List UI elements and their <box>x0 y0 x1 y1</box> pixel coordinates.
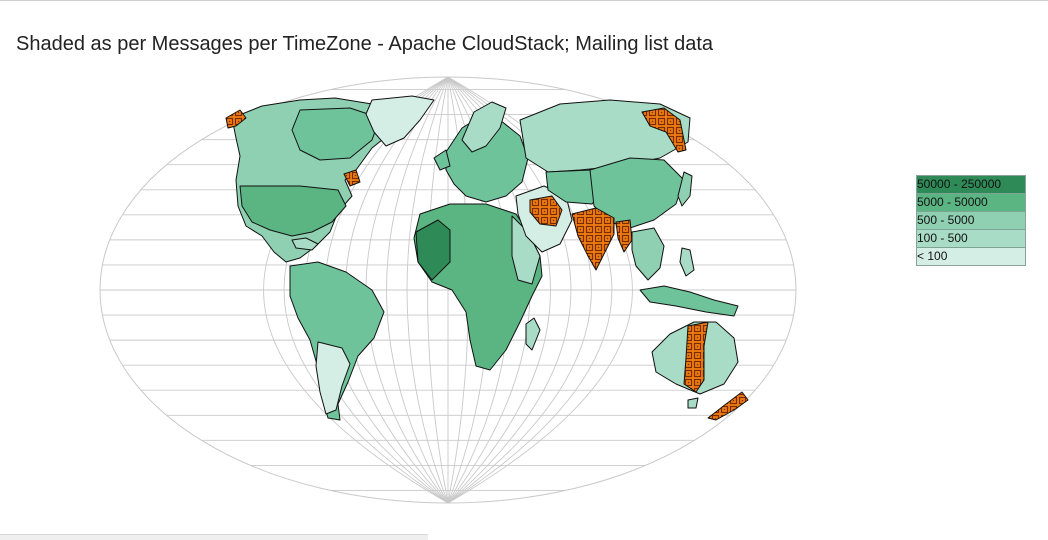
horizontal-scrollbar[interactable] <box>0 534 428 540</box>
canada-east-region[interactable] <box>291 107 381 161</box>
map-outline <box>99 76 797 504</box>
india-highlighted-region[interactable] <box>571 207 615 271</box>
japan-islands[interactable] <box>677 171 693 207</box>
legend-label: 50000 - 250000 <box>917 177 1002 191</box>
legend-item-band-3: 500 - 5000 <box>917 212 1025 230</box>
map-title: Shaded as per Messages per TimeZone - Ap… <box>16 33 714 55</box>
top-divider <box>0 0 1048 1</box>
southeast-asia-region[interactable] <box>631 227 665 281</box>
scandinavia-region[interactable] <box>461 101 507 153</box>
caribbean-islands[interactable] <box>291 237 319 251</box>
myanmar-highlighted-region[interactable] <box>615 219 633 253</box>
central-australia-highlighted-region[interactable] <box>683 321 709 393</box>
legend-item-band-4: 100 - 500 <box>917 230 1025 248</box>
legend-item-band-5: < 100 <box>917 248 1025 265</box>
graticule-grid <box>100 77 796 503</box>
kamchatka-highlighted-region[interactable] <box>641 107 687 153</box>
uk-ireland-region[interactable] <box>433 149 451 171</box>
legend-label: 100 - 500 <box>917 231 968 245</box>
madagascar-island[interactable] <box>525 317 541 351</box>
legend-item-band-1: 50000 - 250000 <box>917 176 1025 194</box>
iran-highlighted-region[interactable] <box>529 195 563 227</box>
greenland-landmass[interactable] <box>365 95 435 147</box>
legend-label: 5000 - 50000 <box>917 195 988 209</box>
legend-label: < 100 <box>917 249 948 263</box>
argentina-chile-region[interactable] <box>315 341 351 415</box>
usa-region[interactable] <box>239 185 347 237</box>
indonesia-islands[interactable] <box>639 285 739 317</box>
map-legend: 50000 - 250000 5000 - 50000 500 - 5000 1… <box>916 175 1026 266</box>
legend-item-band-2: 5000 - 50000 <box>917 194 1025 212</box>
tasmania-island[interactable] <box>687 397 699 409</box>
new-zealand-highlighted-region[interactable] <box>707 391 749 421</box>
west-africa-region[interactable] <box>415 219 451 281</box>
alaska-highlighted-region[interactable] <box>225 109 247 129</box>
newfoundland-highlighted-region[interactable] <box>343 169 361 187</box>
philippines-islands[interactable] <box>679 247 695 277</box>
legend-label: 500 - 5000 <box>917 213 975 227</box>
